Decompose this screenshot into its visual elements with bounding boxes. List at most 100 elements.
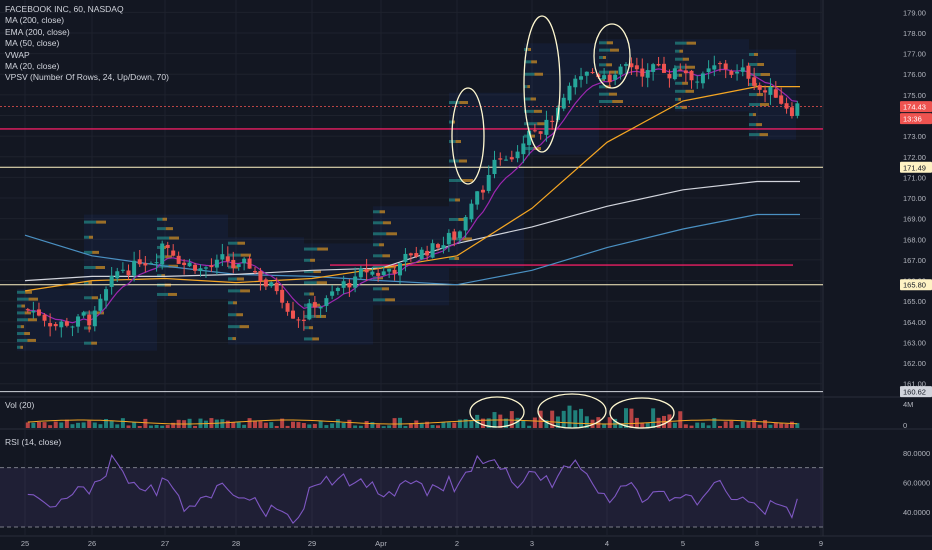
candle-body — [689, 70, 694, 81]
candle-body — [301, 319, 306, 321]
candle-body — [182, 262, 187, 266]
volume-bar — [126, 425, 131, 428]
candle-body — [662, 63, 666, 73]
volume-profile-bar — [84, 235, 89, 239]
volume-profile-bar — [682, 57, 689, 61]
volume-profile-bar — [678, 73, 682, 77]
volume-bar — [425, 421, 430, 428]
candle-body — [25, 309, 30, 311]
volume-profile-bar — [759, 133, 768, 137]
volume-bar — [387, 425, 392, 428]
volume-profile-bar — [228, 313, 237, 317]
volume-bar — [645, 422, 650, 428]
volume-profile-bar — [157, 236, 170, 240]
volume-profile-bar — [454, 256, 459, 260]
volume-profile-bar — [25, 290, 32, 294]
volume-profile-bar — [237, 241, 245, 245]
legend-indicator-ma20[interactable]: MA (20, close) — [5, 61, 60, 72]
volume-bar — [700, 422, 705, 428]
candle-body — [53, 324, 58, 327]
volume-profile-bar — [610, 48, 619, 52]
volume-profile-bar — [530, 97, 536, 101]
volume-profile-bar — [749, 123, 757, 127]
volume-bar — [567, 405, 572, 428]
candle-body — [171, 250, 176, 256]
volume-bar — [414, 420, 419, 428]
price-tick-label: 173.00 — [903, 132, 926, 141]
candle-body — [602, 75, 607, 80]
volume-bar — [678, 411, 683, 428]
candle-body — [64, 321, 69, 326]
volume-bar — [25, 422, 30, 428]
volume-profile-bar — [240, 253, 251, 257]
volume-bar — [544, 420, 549, 428]
price-tick-label: 168.00 — [903, 235, 926, 244]
rsi-pane-label[interactable]: RSI (14, close) — [5, 437, 62, 447]
legend-indicator-vpsv[interactable]: VPSV (Number Of Rows, 24, Up/Down, 70) — [5, 72, 169, 83]
volume-bar — [291, 421, 295, 428]
time-axis-label: 29 — [308, 539, 316, 548]
volume-profile-bar — [612, 100, 623, 104]
candle-body — [492, 159, 497, 175]
candle-body — [347, 283, 352, 288]
candle-body — [318, 307, 323, 309]
volume-bar — [165, 425, 170, 428]
volume-profile-bar — [316, 281, 327, 285]
candle-body — [740, 67, 745, 72]
volume-bar — [538, 410, 543, 428]
volume-profile-bar — [599, 85, 606, 89]
volume-pane-label[interactable]: Vol (20) — [5, 400, 35, 410]
volume-bar — [341, 422, 346, 428]
candle-body — [280, 289, 285, 303]
volume-bar — [87, 420, 92, 428]
volume-bar — [486, 418, 491, 428]
candle-body — [419, 249, 424, 260]
candle-body — [629, 63, 634, 68]
price-tick-label: 179.00 — [903, 8, 926, 17]
volume-bar — [370, 422, 375, 428]
candle-body — [120, 269, 125, 271]
volume-bar — [187, 418, 192, 428]
volume-bar — [269, 422, 274, 428]
volume-bar — [70, 424, 75, 428]
volume-bar — [452, 422, 457, 428]
volume-bar — [695, 422, 700, 428]
volume-profile-bar — [239, 325, 249, 329]
volume-profile-bar — [304, 247, 318, 251]
candle-body — [31, 310, 36, 313]
legend-indicator-vwap[interactable]: VWAP — [5, 49, 30, 60]
volume-profile-bar — [91, 296, 98, 300]
candle-body — [258, 271, 263, 282]
candle-body — [126, 270, 131, 276]
time-axis-label: 9 — [819, 539, 823, 548]
volume-profile-bar — [757, 62, 764, 66]
volume-profile-bar — [537, 122, 548, 126]
volume-bar — [307, 424, 312, 428]
volume-bar — [109, 420, 114, 428]
legend-indicator-ema200[interactable]: EMA (200, close) — [5, 26, 70, 37]
volume-profile-bar — [458, 217, 466, 221]
volume-profile-bar — [228, 289, 241, 293]
candle-body — [795, 103, 800, 116]
legend-indicator-ma200[interactable]: MA (200, close) — [5, 15, 65, 26]
volume-profile-bar — [378, 276, 383, 280]
volume-profile-bar — [88, 281, 92, 285]
volume-profile-bar — [168, 292, 177, 296]
candle-body — [550, 120, 555, 122]
price-tag — [900, 101, 932, 113]
candle-body — [618, 66, 623, 75]
volume-profile-bar — [84, 296, 92, 300]
candle-body — [486, 175, 491, 191]
volume-profile-bar — [749, 113, 753, 117]
legend-indicator-ma50[interactable]: MA (50, close) — [5, 38, 60, 49]
volume-profile-bar — [749, 93, 757, 97]
volume-profile-bar — [373, 265, 386, 269]
volume-profile-bar — [749, 133, 760, 137]
volume-profile-bar — [162, 217, 167, 221]
volume-bar — [318, 420, 323, 428]
volume-profile-bar — [599, 92, 609, 96]
volume-profile-bar — [96, 220, 106, 224]
volume-bar — [171, 422, 176, 428]
candle-body — [225, 256, 230, 262]
volume-bar — [48, 425, 53, 428]
